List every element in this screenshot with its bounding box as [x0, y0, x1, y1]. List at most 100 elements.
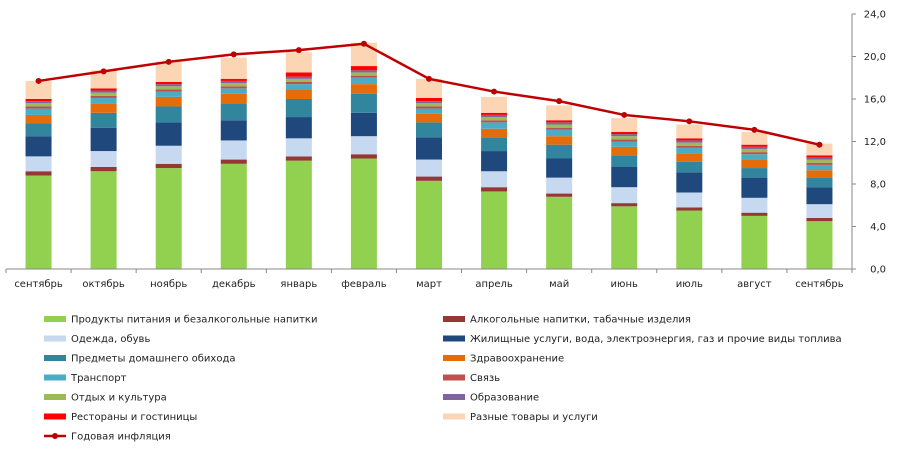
bar-segment-s2-c9 — [611, 187, 638, 204]
bar-segment-s3-c11 — [741, 177, 768, 198]
bar-segment-s6-c4 — [285, 84, 312, 90]
bar-segment-s2-c6 — [416, 159, 442, 177]
bar-segment-s2-c8 — [546, 177, 573, 194]
bar-segment-s7-c0 — [25, 106, 52, 109]
y-tick-label: 12,0 — [864, 137, 886, 148]
bar-segment-s10-c4 — [285, 72, 312, 77]
legend-label: Здравоохранение — [470, 354, 564, 365]
bar-segment-s5-c10 — [676, 153, 703, 162]
bar-segment-s9-c8 — [546, 122, 573, 125]
inflation-point-3 — [230, 51, 237, 58]
legend-swatch — [44, 394, 66, 400]
legend-label: Предметы домашнего обихода — [71, 354, 236, 365]
bar-segment-s4-c5 — [350, 93, 377, 113]
bar-segment-s8-c4 — [285, 78, 312, 82]
bar-segment-s10-c7 — [481, 112, 508, 115]
bar-segment-s0-c9 — [611, 206, 638, 269]
bar-segment-s11-c2 — [155, 61, 182, 82]
bar-segment-s2-c10 — [676, 192, 703, 208]
x-tick-label: сентябрь — [14, 279, 63, 290]
bar-segment-s7-c12 — [806, 162, 833, 165]
legend-label: Связь — [470, 373, 500, 384]
legend-swatch — [443, 374, 465, 381]
bar-segment-s6-c10 — [676, 147, 703, 154]
bar-segment-s2-c1 — [90, 151, 117, 167]
legend: Продукты питания и безалкогольные напитк… — [44, 315, 842, 443]
inflation-point-12 — [816, 141, 823, 148]
bar-segment-s9-c11 — [741, 146, 768, 149]
bar-segment-s8-c10 — [676, 142, 703, 146]
bar-segment-s3-c4 — [285, 117, 312, 139]
bar-segment-s1-c0 — [25, 171, 52, 176]
bar-segment-s9-c5 — [350, 70, 377, 73]
bar-segment-s1-c11 — [741, 212, 768, 216]
inflation-point-7 — [491, 88, 498, 95]
bar-segment-s11-c1 — [90, 70, 117, 89]
bar-segment-s6-c5 — [350, 77, 377, 85]
bar-segment-s5-c8 — [546, 136, 573, 145]
bar-segment-s1-c8 — [546, 193, 573, 197]
bar-segment-s10-c11 — [741, 144, 768, 147]
bar-segment-s3-c2 — [155, 122, 182, 146]
bar-segment-s0-c7 — [481, 191, 508, 269]
bar-segment-s5-c0 — [25, 114, 52, 124]
legend-label: Разные товары и услуги — [470, 412, 598, 423]
bar-segment-s7-c6 — [416, 106, 442, 109]
bar-segment-s4-c11 — [741, 168, 768, 178]
bar-segment-s4-c8 — [546, 144, 573, 159]
bar-segment-s0-c12 — [806, 221, 833, 269]
bar-segment-s1-c12 — [806, 218, 833, 222]
bar-segment-s0-c5 — [350, 158, 377, 269]
bar-segment-s9-c4 — [285, 76, 312, 79]
inflation-point-10 — [686, 118, 693, 125]
bar-segment-s1-c10 — [676, 207, 703, 211]
bar-segment-s2-c5 — [350, 136, 377, 155]
bar-segment-s6-c3 — [220, 88, 247, 94]
y-tick-label: 8,0 — [870, 180, 886, 191]
bar-segment-s8-c6 — [416, 103, 442, 107]
bar-segment-s10-c8 — [546, 120, 573, 123]
bar-segment-s11-c0 — [25, 80, 52, 99]
bar-segment-s6-c7 — [481, 122, 508, 129]
legend-swatch — [443, 316, 465, 322]
bar-segment-s9-c0 — [25, 101, 52, 104]
y-tick-label: 0,0 — [870, 265, 886, 276]
bar-segment-s5-c9 — [611, 146, 638, 156]
bar-segment-s11-c6 — [416, 78, 442, 98]
bar-segment-s4-c2 — [155, 106, 182, 123]
bar-segment-s7-c9 — [611, 139, 638, 142]
bar-segment-s1-c9 — [611, 203, 638, 207]
legend-label: Жилищные услуги, вода, электроэнергия, г… — [470, 334, 842, 345]
bar-segment-s10-c2 — [155, 82, 182, 85]
y-tick-label: 24,0 — [864, 10, 886, 21]
bar-segment-s11-c10 — [676, 124, 703, 139]
legend-swatch — [443, 394, 465, 400]
x-tick-label: февраль — [341, 279, 386, 290]
bar-segment-s5-c2 — [155, 96, 182, 107]
bar-segment-s11-c9 — [611, 118, 638, 132]
bar-segment-s4-c9 — [611, 155, 638, 167]
bar-segment-s0-c0 — [25, 175, 52, 269]
bar-segment-s3-c6 — [416, 137, 442, 160]
bar-segment-s4-c6 — [416, 122, 442, 138]
bar-segment-s9-c10 — [676, 140, 703, 143]
bar-segment-s6-c2 — [155, 91, 182, 97]
bar-segment-s1-c5 — [350, 154, 377, 159]
inflation-point-9 — [621, 111, 628, 118]
bar-segment-s7-c10 — [676, 145, 703, 148]
bar-segment-s6-c6 — [416, 108, 442, 114]
bar-segment-s5-c3 — [220, 93, 247, 104]
bar-segment-s10-c1 — [90, 88, 117, 91]
bar-segment-s7-c5 — [350, 75, 377, 78]
legend-swatch-marker — [52, 433, 58, 439]
y-tick-label: 4,0 — [870, 222, 886, 233]
bar-segment-s6-c12 — [806, 164, 833, 171]
bar-segment-s7-c4 — [285, 82, 312, 85]
bar-segment-s11-c12 — [806, 143, 833, 156]
bar-segment-s0-c1 — [90, 171, 117, 269]
legend-swatch — [44, 374, 66, 381]
inflation-point-5 — [360, 40, 367, 47]
bar-segment-s1-c4 — [285, 156, 312, 161]
bar-segment-s11-c7 — [481, 96, 508, 113]
y-tick-label: 16,0 — [864, 95, 886, 106]
